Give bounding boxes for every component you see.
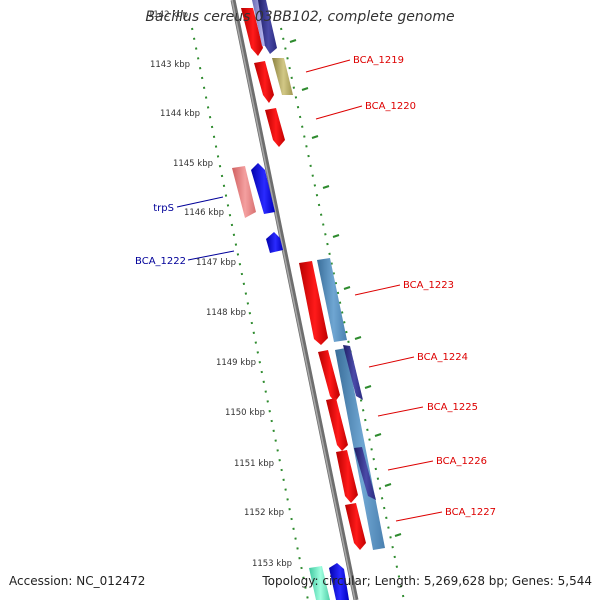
gene-feature-navy-1226[interactable] xyxy=(354,447,376,500)
kbp-label-1149: 1149 kbp xyxy=(216,358,256,368)
gene-bca1224[interactable] xyxy=(318,350,340,402)
gene-label-bca1226[interactable]: BCA_1226 xyxy=(436,456,487,467)
gene-feature-teal[interactable] xyxy=(309,566,330,600)
gene-bca1226[interactable] xyxy=(336,450,358,503)
kbp-label-1143: 1143 kbp xyxy=(150,60,190,70)
gene-label-bca1220[interactable]: BCA_1220 xyxy=(365,101,416,112)
gene-feature-steel-1223[interactable] xyxy=(317,258,347,342)
genome-backbone-highlight xyxy=(231,0,356,600)
kbp-label-1150: 1150 kbp xyxy=(225,408,265,418)
gene-label-bca1219[interactable]: BCA_1219 xyxy=(353,55,404,66)
topology-text: Topology: circular; Length: 5,269,628 bp… xyxy=(262,574,592,588)
gene-label-bca1223[interactable]: BCA_1223 xyxy=(403,280,454,291)
kbp-label-1144: 1144 kbp xyxy=(160,109,200,119)
kbp-label-1152: 1152 kbp xyxy=(244,508,284,518)
kbp-label-1146: 1146 kbp xyxy=(184,208,224,218)
gene-bca1218[interactable] xyxy=(241,8,263,56)
gene-bca1220[interactable] xyxy=(265,108,285,147)
gene-bca1219[interactable] xyxy=(254,61,274,103)
genome-title: Bacillus cereus 03BB102, complete genome xyxy=(145,9,455,25)
gene-label-bca1222[interactable]: BCA_1222 xyxy=(135,256,186,267)
gene-bca1225[interactable] xyxy=(326,398,348,451)
gene-bca1222[interactable] xyxy=(266,232,283,253)
gene-label-bca1224[interactable]: BCA_1224 xyxy=(417,352,468,363)
track-ticks xyxy=(289,39,402,537)
gene-feature-olive[interactable] xyxy=(272,58,293,95)
gene-label-bca1225[interactable]: BCA_1225 xyxy=(427,402,478,413)
kbp-label-1147: 1147 kbp xyxy=(196,258,236,268)
gene-feature-blue-bottom[interactable] xyxy=(329,563,349,600)
gene-label-trpS[interactable]: trpS xyxy=(153,203,174,214)
gene-feature-navy[interactable] xyxy=(258,0,277,54)
scale-track-left xyxy=(191,27,309,600)
genome-backbone xyxy=(230,0,359,600)
gene-trpS-region[interactable] xyxy=(232,166,256,218)
gene-bca1223[interactable] xyxy=(299,261,328,345)
gene-label-bca1227[interactable]: BCA_1227 xyxy=(445,507,496,518)
gene-trpS[interactable] xyxy=(251,163,275,214)
gene-bca1227[interactable] xyxy=(345,503,366,550)
kbp-label-1151: 1151 kbp xyxy=(234,459,274,469)
kbp-label-1153: 1153 kbp xyxy=(252,559,292,569)
kbp-label-1148: 1148 kbp xyxy=(206,308,246,318)
gene-feature-navy-1224[interactable] xyxy=(343,345,363,400)
kbp-label-1142: 1142 kbp xyxy=(148,10,188,20)
gene-label-connectors xyxy=(176,59,443,522)
kbp-scale-labels: 1142 kbp 1143 kbp 1144 kbp 1145 kbp 1146… xyxy=(148,10,292,569)
accession-text: Accession: NC_012472 xyxy=(9,574,146,588)
kbp-label-1145: 1145 kbp xyxy=(173,159,213,169)
